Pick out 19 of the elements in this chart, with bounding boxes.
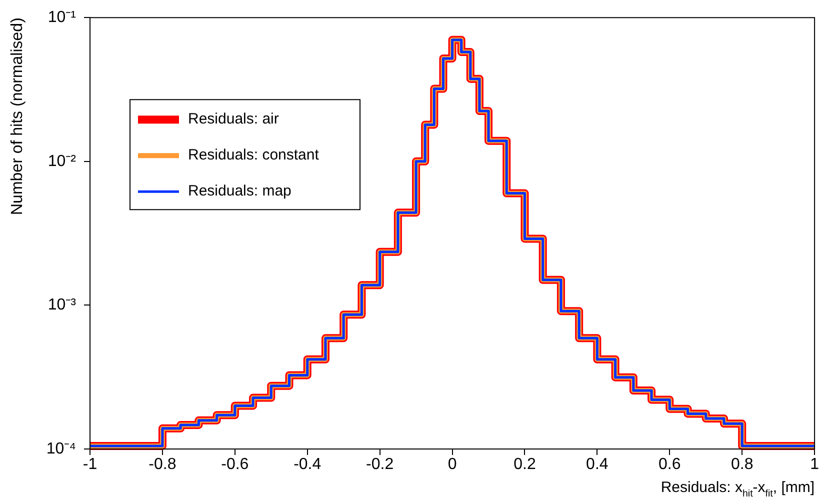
x-tick-label: -0.2 <box>366 456 394 474</box>
legend-label: Residuals: map <box>188 182 292 200</box>
x-tick-label: 0 <box>448 456 457 474</box>
x-tick-label: 1 <box>810 456 819 474</box>
y-tick-label: 10⁻² <box>48 152 77 170</box>
x-tick-label: -0.8 <box>148 456 176 474</box>
legend-label: Residuals: constant <box>188 146 320 164</box>
x-tick-label: -1 <box>82 456 98 474</box>
y-tick-label: 10⁻³ <box>48 296 77 314</box>
x-tick-label: 0.8 <box>730 456 754 474</box>
y-axis-title: Number of hits (normalised) <box>9 18 26 215</box>
x-tick-label: 0.6 <box>658 456 681 474</box>
x-tick-label: -0.6 <box>221 456 249 474</box>
y-tick-label: 10⁻¹ <box>48 9 76 26</box>
x-tick-label: -0.4 <box>294 456 322 474</box>
x-tick-label: 0.4 <box>586 456 608 474</box>
y-tick-label: 10⁻⁴ <box>46 440 76 458</box>
x-tick-label: 0.2 <box>514 456 536 474</box>
legend-label: Residuals: air <box>188 110 279 128</box>
